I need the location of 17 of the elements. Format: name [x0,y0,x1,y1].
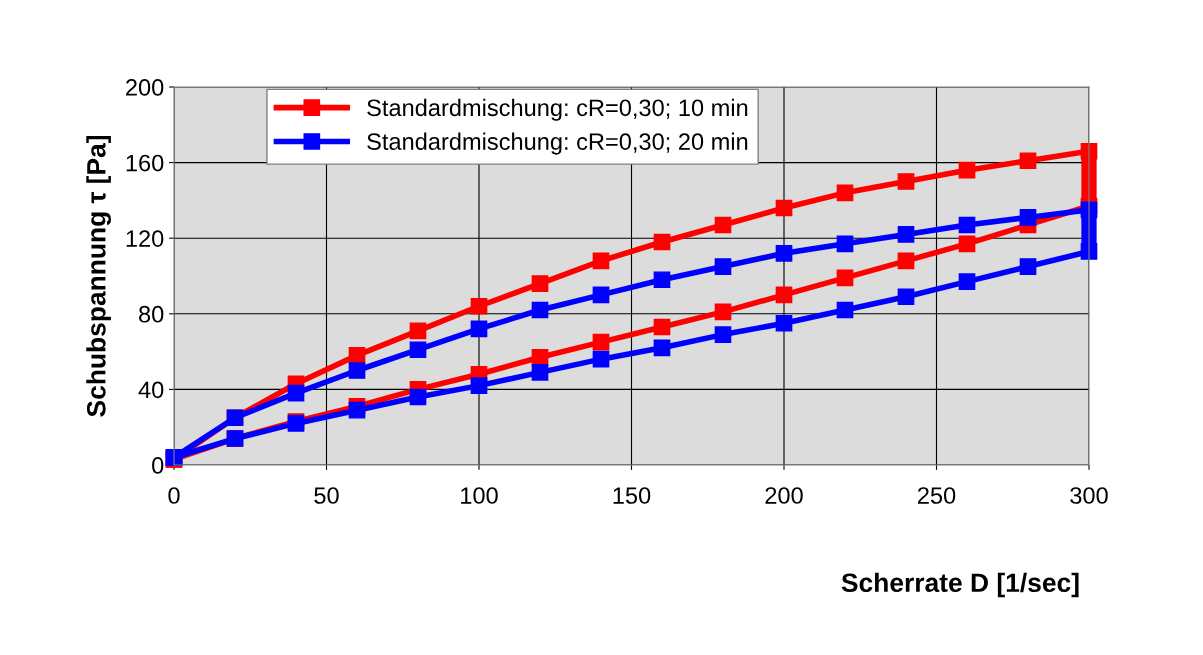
x-tick-label: 250 [917,487,956,504]
x-tick-label: 200 [765,487,803,504]
x-axis-title: Scherrate D [1/sec] [841,572,1079,598]
y-axis-title: Schubspannung τ [Pa] [86,135,111,417]
y-tick-label: 80 [139,305,164,323]
y-tick-label: 0 [152,457,164,474]
x-tick-label: 50 [314,487,339,504]
x-tick-label: 100 [461,487,498,504]
x-tick-label: 0 [168,487,180,504]
legend-label: Standardmischung: cR=0,30; 10 min [367,98,748,121]
y-tick-label: 40 [138,381,164,399]
y-tick-label: 160 [126,154,164,172]
y-tick-label: 120 [126,230,164,247]
x-tick-label: 150 [613,487,651,504]
y-tick-label: 200 [126,79,164,96]
x-tick-label: 300 [1070,487,1108,504]
legend-label: Standardmischung: cR=0,30; 20 min [367,132,748,155]
